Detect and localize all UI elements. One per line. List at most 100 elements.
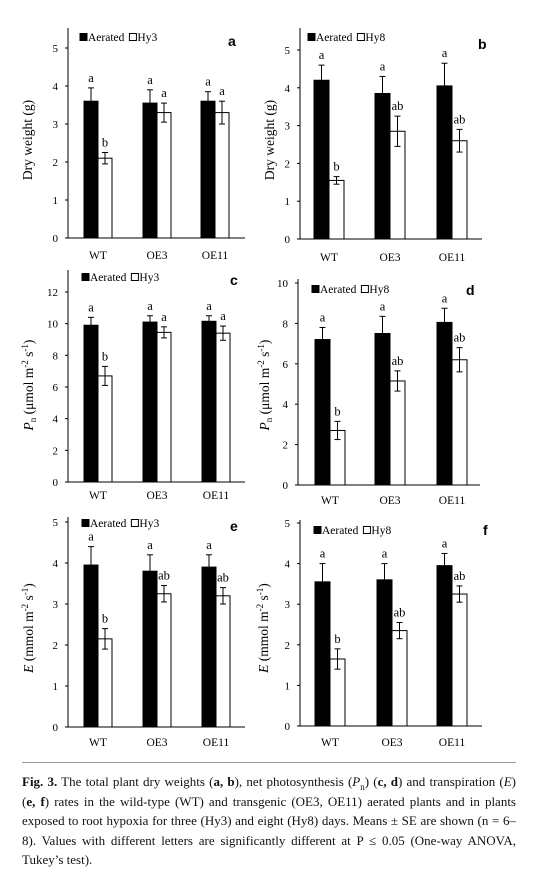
error-bar [441,62,448,110]
significance-letter: ab [454,112,466,126]
category-label: WT [320,252,338,264]
y-tick-label: 1 [285,196,291,208]
error-bar [318,64,325,96]
significance-letter: a [206,299,212,313]
y-axis-label-subscript: n [28,417,38,422]
legend-swatch-hy8 [360,285,369,293]
error-bar [102,152,108,165]
legend: Aerated Hy8 [307,32,385,44]
y-tick-label: 2 [53,640,59,652]
error-bar [394,115,401,147]
legend: Aerated Hy8 [313,525,391,537]
error-bar [456,585,463,603]
y-tick-label: 4 [285,83,291,95]
y-tick-label: 3 [285,599,291,611]
significance-letter: ab [454,331,466,345]
error-bar [396,621,403,640]
category-label: OE3 [146,737,167,749]
category-label: OE11 [202,250,229,262]
significance-letter: a [219,84,225,98]
significance-letter: b [102,136,108,150]
legend-label: Hy3 [139,272,159,284]
y-tick-label: 2 [285,640,291,652]
bar-hy3-oe3 [156,593,172,728]
caption-text: ) ( [364,774,378,789]
error-bar [147,554,153,589]
significance-letter: a [320,547,326,561]
legend-swatch-aerated [81,519,90,527]
y-axis-label-text: (mmol m [256,611,271,665]
y-tick-label: 5 [285,518,291,530]
category-label: WT [89,250,107,262]
legend-label: Aerated [88,32,125,44]
error-bar [88,546,94,584]
error-bar [147,89,153,117]
category-label: OE11 [439,252,466,264]
category-label: OE11 [203,737,230,749]
y-tick-label: 2 [53,157,59,169]
y-axis-label-text: s [256,595,271,604]
category-label: OE11 [439,737,466,749]
error-bar [88,87,94,115]
error-bar [381,563,388,597]
category-label: OE3 [146,250,167,262]
significance-letter: a [147,538,153,552]
y-axis-label: E (mmol m-2 s-1) [255,583,271,674]
bar-hy3-oe3 [156,331,172,483]
significance-letter: a [442,291,448,305]
legend-label: Hy8 [371,525,391,537]
significance-letter: a [161,310,167,324]
y-tick-label: 4 [53,414,59,426]
legend-label: Hy3 [137,32,157,44]
y-axis-label-symbol: E [256,664,271,674]
error-bar [394,370,401,392]
error-bar [319,563,326,601]
bar-hy3-wt [97,375,113,483]
significance-letter: a [88,71,94,85]
y-axis-label-superscript: -1 [256,344,266,352]
error-bar [102,628,108,650]
legend-swatch-aerated [79,33,88,41]
y-axis-label-symbol: P [21,422,36,431]
bar-hy3-wt [97,638,113,728]
significance-letter: a [205,75,211,89]
y-tick-label: 2 [283,440,289,452]
significance-letter: b [334,404,340,418]
bar-aerated-oe11 [436,321,453,486]
category-label: WT [321,737,339,749]
y-axis-label-text: (μmol m [21,367,36,417]
significance-letter: ab [392,99,404,113]
significance-letter: a [320,310,326,324]
bar-hy3-wt [97,157,113,239]
error-bar [88,316,94,334]
y-tick-label: 10 [277,278,289,290]
y-tick-label: 3 [53,119,59,131]
error-bar [379,315,386,352]
category-label: WT [89,737,107,749]
significance-letter: a [380,299,386,313]
panel-label: f [483,522,488,538]
legend-label: Aerated [320,284,357,296]
significance-letter: ab [392,354,404,368]
legend: Aerated Hy8 [311,284,389,296]
significance-letter: a [206,538,212,552]
y-tick-label: 4 [53,558,59,570]
panel-label: a [228,33,236,49]
caption-subscript: n [360,781,365,792]
caption-symbol: E [503,774,512,789]
y-tick-label: 5 [53,517,59,529]
y-axis-label-text: s [257,352,272,361]
y-axis-label-subscript: n [264,417,274,422]
legend-label: Hy3 [139,518,159,530]
bar-hy8-oe3 [389,130,406,240]
y-tick-label: 8 [283,318,289,330]
y-tick-label: 2 [53,445,59,457]
y-tick-label: 1 [285,680,291,692]
significance-letter: b [334,632,340,646]
y-tick-label: 3 [53,599,59,611]
bar-hy3-oe11 [215,595,231,728]
